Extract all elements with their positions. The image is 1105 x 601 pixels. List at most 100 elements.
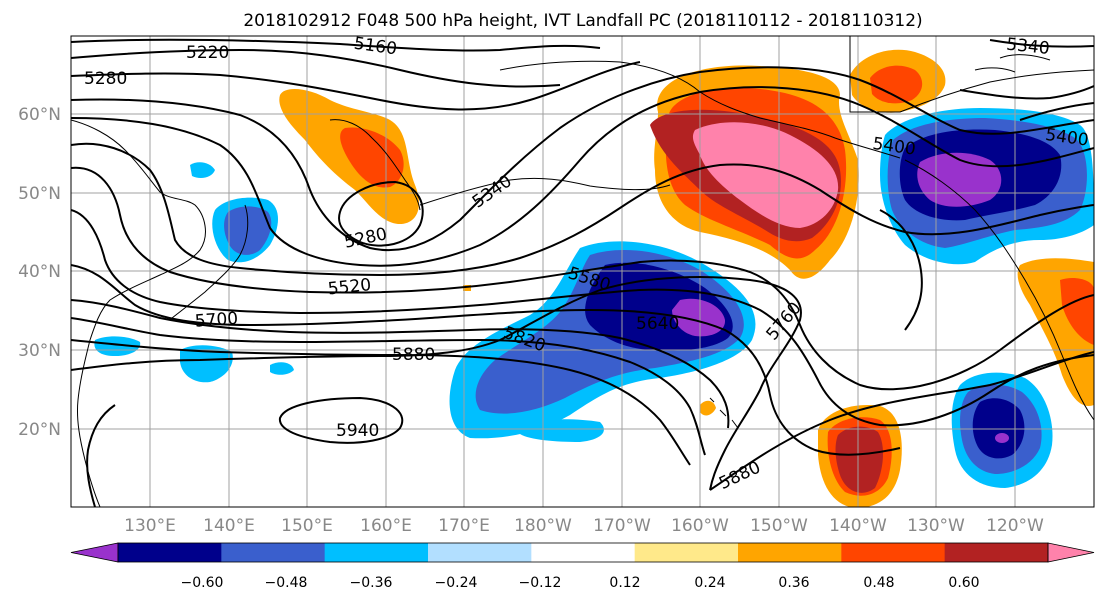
contour-5700: [71, 299, 730, 429]
contour-label: 5700: [194, 309, 239, 332]
north-america-coastline: [904, 159, 1094, 421]
hawaii-islands: [709, 397, 739, 429]
colorbar-segment: [634, 543, 739, 562]
colorbar-segment: [944, 543, 1049, 562]
positive-anomaly-nw-pacific-core: [340, 127, 404, 188]
lon-label: 130°W: [907, 516, 965, 536]
map-area: 5220 5160 5280 5340 5280 5520 5580 5700 …: [71, 34, 1094, 507]
colorbar-tick-label: 0.36: [778, 575, 809, 591]
colorbar: [70, 542, 1095, 563]
lon-label: 120°W: [986, 516, 1044, 536]
alaska-coastline: [499, 60, 901, 159]
contour-label: 5520: [327, 275, 372, 299]
contour-5160: [71, 38, 601, 52]
contour-label: 5940: [336, 421, 379, 441]
colorbar-tick-label: −0.36: [350, 575, 393, 591]
lon-label: 180°W: [514, 516, 572, 536]
contour-5520: [71, 166, 1094, 391]
contour-5820: [71, 339, 691, 466]
positive-anomaly-gulf-core-3: [692, 122, 839, 228]
lon-label: 150°E: [281, 516, 333, 536]
positive-anomaly-us-west-core: [1060, 278, 1094, 345]
colorbar-tick-label: 0.24: [694, 575, 725, 591]
lon-label: 140°W: [829, 516, 887, 536]
colorbar-segment: [70, 542, 119, 563]
colorbar-segment: [1047, 542, 1095, 563]
japan-coastline: [171, 204, 249, 319]
contour-5880-west: [86, 404, 116, 507]
negative-anomaly-pacific-nw-core: [917, 152, 1002, 207]
negative-anomaly-north-of-japan: [190, 162, 215, 178]
contour-5400: [71, 86, 1094, 267]
negative-anomaly-hawaii-west: [520, 419, 604, 442]
contour-gulf-ridge: [879, 209, 923, 331]
lon-label: 170°W: [593, 516, 651, 536]
aleutian-chain: [419, 177, 671, 206]
negative-anomaly-west-pacific-small-2: [94, 336, 141, 356]
lat-label: 20°N: [18, 420, 61, 440]
colorbar-frame: [117, 542, 1049, 563]
contour-label: 5220: [186, 43, 229, 63]
contour-canada-east: [989, 39, 1094, 48]
asia-coastline: [71, 119, 206, 507]
contour-5640: [71, 264, 901, 456]
longitude-axis: 130°E 140°E 150°E 160°E 170°E 180°W 170°…: [124, 516, 1044, 536]
colorbar-segment: [531, 543, 636, 562]
lon-label: 170°E: [438, 516, 490, 536]
lat-label: 30°N: [18, 341, 61, 361]
contour-5880-south: [709, 351, 1094, 491]
positive-anomaly-small-dot: [463, 285, 471, 291]
positive-anomaly-small-hawaii: [700, 400, 716, 416]
colorbar-ticks: −0.60 −0.48 −0.36 −0.24 −0.12 0.12 0.24 …: [181, 575, 980, 591]
kamchatka-coastline: [329, 119, 421, 211]
colorbar-segment: [324, 543, 429, 562]
colorbar-segment: [841, 543, 946, 562]
colorbar-segment: [428, 543, 532, 562]
colorbar-segment: [118, 543, 222, 562]
negative-anomaly-central-pacific-core: [672, 298, 726, 337]
map-frame: [70, 35, 1095, 508]
contour-east-canada-2: [1019, 102, 1094, 121]
contour-5760: [71, 317, 706, 456]
negative-anomaly-subtropical-east-3: [972, 398, 1025, 459]
lon-label: 130°E: [124, 516, 176, 536]
colorbar-tick-label: 0.60: [948, 575, 979, 591]
contour-label: 5640: [636, 314, 679, 334]
lon-label: 150°W: [750, 516, 808, 536]
latitude-axis: 60°N 50°N 40°N 30°N 20°N: [18, 105, 61, 440]
contour-5880: [71, 276, 802, 491]
contour-5220: [71, 48, 561, 88]
colorbar-tick-label: −0.24: [435, 575, 478, 591]
lat-label: 40°N: [18, 262, 61, 282]
colorbar-segment: [738, 543, 842, 562]
contour-label: 5880: [392, 345, 435, 365]
contour-5580: [71, 209, 1094, 427]
lon-label: 140°E: [203, 516, 255, 536]
negative-anomaly-subtropical-east-core: [995, 433, 1009, 443]
contour-5280-closed: [338, 180, 424, 247]
arctic-coastline: [974, 54, 1051, 73]
positive-anomaly-yukon-core: [870, 65, 923, 104]
negative-anomaly-east-japan: [270, 362, 294, 375]
contour-label: 5160: [353, 34, 399, 60]
lat-label: 50°N: [18, 184, 61, 204]
contour-5940: [278, 396, 404, 444]
colorbar-tick-label: −0.12: [519, 575, 562, 591]
contour-label-group: 5220 5160 5280 5340 5280 5520 5580 5700 …: [84, 34, 1090, 494]
contour-5280-north: [71, 61, 641, 111]
colorbar-segment: [221, 543, 326, 562]
height-contours: [71, 38, 1094, 507]
contour-5340: [71, 66, 1094, 252]
colorbar-tick-label: −0.48: [265, 575, 308, 591]
colorbar-tick-label: −0.60: [181, 575, 224, 591]
lat-label: 60°N: [18, 105, 61, 125]
lon-label: 160°E: [360, 516, 412, 536]
contour-label: 5340: [1005, 35, 1050, 59]
negative-anomaly-west-pacific-small: [180, 345, 233, 383]
map-title: 2018102912 F048 500 hPa height, IVT Land…: [243, 11, 922, 31]
colorbar-tick-label: 0.48: [863, 575, 894, 591]
lon-label: 160°W: [671, 516, 729, 536]
colorbar-tick-label: 0.12: [609, 575, 640, 591]
contour-label: 5280: [84, 69, 127, 89]
